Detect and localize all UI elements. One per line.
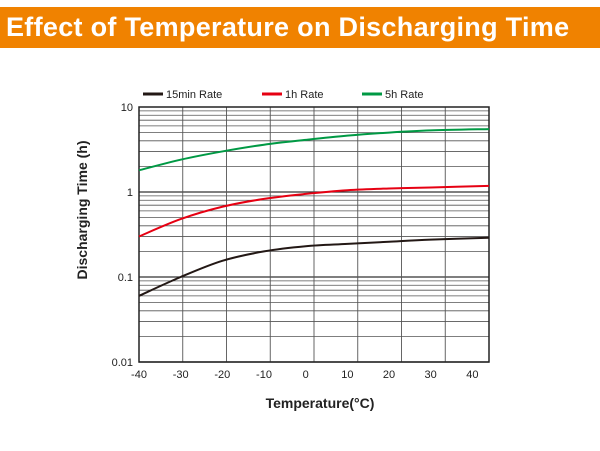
x-tick-label: 40 [466, 369, 478, 381]
legend-label: 1h Rate [285, 89, 324, 101]
y-axis-label: Discharging Time (h) [74, 141, 90, 280]
x-tick-label: 0 [303, 369, 309, 381]
x-tick-label: -40 [131, 369, 147, 381]
legend: 15min Rate 1h Rate 5h Rate [143, 89, 424, 101]
x-tick-label: -20 [214, 369, 230, 381]
series-line-1h-rate [138, 184, 490, 238]
series-line-5h-rate [138, 128, 490, 172]
series-lines [138, 128, 490, 297]
plot-frame [138, 106, 490, 363]
y-tick-label: 1 [127, 187, 133, 199]
legend-label: 15min Rate [166, 89, 222, 101]
x-tick-label: 30 [425, 369, 437, 381]
x-tick-label: 10 [341, 369, 353, 381]
page-title: Effect of Temperature on Discharging Tim… [6, 12, 570, 42]
y-tick-label: 0.01 [112, 357, 133, 369]
tick-labels: -40 -30 -20 -10 0 10 20 30 40 10 1 0.1 0.01 [112, 102, 479, 381]
legend-label: 5h Rate [385, 89, 424, 101]
series-line-15min-rate [138, 236, 490, 297]
y-tick-label: 10 [121, 102, 133, 114]
y-tick-label: 0.1 [118, 272, 133, 284]
grid [138, 106, 490, 363]
x-tick-label: -30 [173, 369, 189, 381]
x-tick-label: 20 [383, 369, 395, 381]
x-tick-label: -10 [256, 369, 272, 381]
x-axis-label: Temperature(°C) [266, 395, 375, 411]
title-banner: Effect of Temperature on Discharging Tim… [0, 7, 600, 48]
